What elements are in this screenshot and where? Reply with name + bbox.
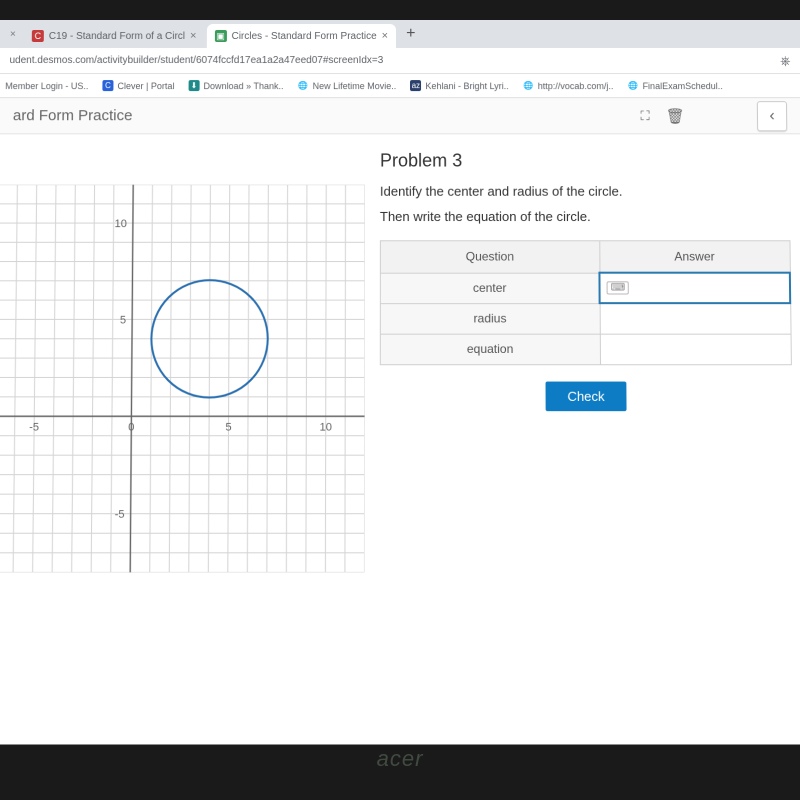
tab-prev-close[interactable]: × bbox=[4, 28, 22, 39]
svg-text:5: 5 bbox=[120, 314, 126, 326]
table-row: radius bbox=[380, 303, 790, 334]
bookmark-item[interactable]: 🌐 New Lifetime Movie.. bbox=[298, 80, 397, 91]
table-header-question: Question bbox=[380, 241, 599, 273]
prev-screen-button[interactable]: ‹ bbox=[757, 101, 787, 131]
bookmark-label: New Lifetime Movie.. bbox=[313, 81, 397, 91]
fullscreen-icon[interactable]: ⛶ bbox=[640, 108, 649, 124]
bookmark-icon: 🌐 bbox=[298, 80, 309, 91]
table-row: center ⌨ bbox=[380, 273, 790, 303]
svg-text:-5: -5 bbox=[29, 421, 39, 433]
url-text[interactable]: udent.desmos.com/activitybuilder/student… bbox=[9, 55, 383, 66]
bookmark-label: FinalExamSchedul.. bbox=[642, 81, 722, 91]
new-tab-button[interactable]: + bbox=[398, 25, 423, 43]
bookmark-item[interactable]: ⬇ Download » Thank.. bbox=[188, 80, 283, 91]
question-cell: center bbox=[380, 273, 599, 303]
graph-canvas[interactable]: -5 0 5 10 -5 5 10 bbox=[0, 185, 365, 573]
bookmark-item[interactable]: 🌐 FinalExamSchedul.. bbox=[627, 80, 722, 91]
bookmark-label: Clever | Portal bbox=[117, 81, 174, 91]
bookmark-item[interactable]: C Clever | Portal bbox=[102, 80, 174, 91]
tab-label: Circles - Standard Form Practice bbox=[232, 30, 377, 41]
answer-cell[interactable]: ⌨ bbox=[599, 273, 790, 303]
answer-table: Question Answer center ⌨ radiusequation bbox=[380, 240, 792, 364]
svg-text:10: 10 bbox=[320, 421, 332, 433]
tab-label: C19 - Standard Form of a Circl bbox=[49, 30, 185, 41]
tab-favicon: C bbox=[32, 30, 44, 42]
question-cell: equation bbox=[380, 334, 600, 365]
bookmark-icon: az bbox=[410, 80, 421, 91]
instruction-line-1: Identify the center and radius of the ci… bbox=[380, 184, 790, 199]
laptop-brand: acer bbox=[377, 746, 424, 772]
bookmark-item[interactable]: Member Login - US.. bbox=[5, 81, 88, 91]
calculator-icon[interactable]: 🗑 bbox=[666, 107, 685, 125]
check-button[interactable]: Check bbox=[545, 381, 627, 411]
close-icon[interactable]: × bbox=[382, 30, 388, 42]
location-icon[interactable]: ⎈ bbox=[780, 53, 791, 69]
browser-tab[interactable]: C C19 - Standard Form of a Circl × bbox=[24, 24, 205, 48]
keyboard-icon: ⌨ bbox=[607, 281, 630, 294]
svg-text:0: 0 bbox=[128, 421, 134, 433]
bookmark-label: Kehlani - Bright Lyri.. bbox=[425, 81, 508, 91]
instruction-line-2: Then write the equation of the circle. bbox=[380, 209, 790, 224]
table-header-answer: Answer bbox=[599, 241, 790, 273]
bookmark-label: Download » Thank.. bbox=[203, 81, 283, 91]
bookmark-icon: ⬇ bbox=[188, 80, 199, 91]
bookmark-icon: C bbox=[102, 80, 113, 91]
svg-text:10: 10 bbox=[115, 218, 127, 230]
close-icon[interactable]: × bbox=[190, 30, 197, 42]
table-row: equation bbox=[380, 334, 791, 365]
answer-cell[interactable] bbox=[600, 303, 791, 334]
bookmark-label: Member Login - US.. bbox=[5, 81, 88, 91]
browser-tab[interactable]: ▣ Circles - Standard Form Practice × bbox=[206, 24, 396, 48]
problem-title: Problem 3 bbox=[380, 150, 790, 171]
answer-cell[interactable] bbox=[600, 334, 791, 365]
bookmark-icon: 🌐 bbox=[627, 80, 638, 91]
bookmark-label: http://vocab.com/j.. bbox=[538, 81, 614, 91]
svg-text:-5: -5 bbox=[115, 509, 125, 521]
activity-title: ard Form Practice bbox=[13, 107, 133, 124]
bookmark-item[interactable]: 🌐 http://vocab.com/j.. bbox=[523, 80, 614, 91]
bookmark-item[interactable]: az Kehlani - Bright Lyri.. bbox=[410, 80, 508, 91]
question-cell: radius bbox=[380, 303, 600, 334]
svg-text:5: 5 bbox=[225, 421, 231, 433]
tab-favicon: ▣ bbox=[214, 30, 226, 42]
bookmark-icon: 🌐 bbox=[523, 80, 534, 91]
